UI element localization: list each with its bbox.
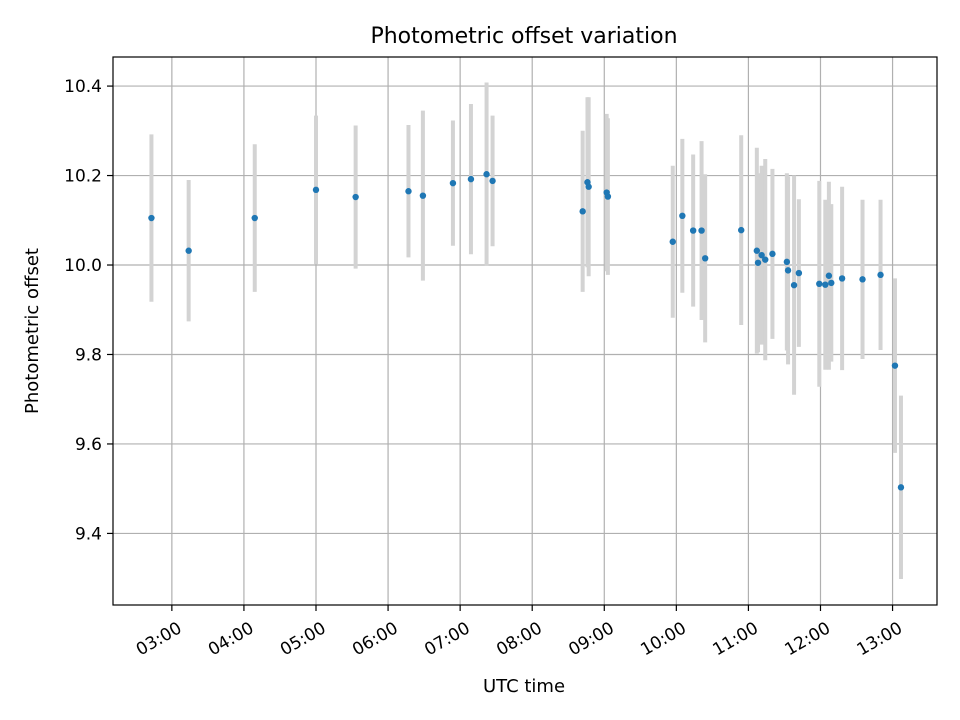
y-axis-label: Photometric offset [22, 248, 43, 414]
data-point [738, 226, 745, 234]
data-point [790, 281, 798, 289]
data-point [148, 214, 155, 222]
data-point [753, 247, 761, 254]
data-point [859, 276, 866, 283]
data-point [877, 271, 884, 279]
data-point [897, 484, 905, 491]
data-point [579, 208, 586, 215]
data-point [251, 214, 258, 222]
data-point [783, 258, 791, 266]
chart-title: Photometric offset variation [370, 24, 677, 49]
data-point [489, 177, 496, 185]
data-point [689, 227, 697, 234]
y-tick-label: 10.2 [64, 167, 102, 187]
data-points [148, 171, 905, 491]
data-point [669, 238, 676, 245]
data-point [758, 251, 765, 259]
data-point [698, 227, 705, 234]
data-point [769, 250, 776, 258]
data-point [891, 362, 899, 369]
data-point [483, 171, 490, 178]
data-point [762, 256, 769, 263]
y-tick-label: 10.0 [64, 256, 102, 276]
data-point [679, 212, 686, 220]
data-point [585, 183, 592, 190]
x-axis-label: UTC time [483, 676, 565, 697]
data-point [822, 281, 829, 288]
data-point [828, 279, 835, 287]
data-point [701, 255, 709, 262]
y-tick-label: 9.8 [75, 345, 102, 365]
data-point [754, 259, 762, 266]
data-point [312, 186, 320, 194]
data-point [405, 188, 412, 195]
data-point [604, 193, 612, 200]
data-point [795, 269, 803, 277]
data-point [825, 272, 833, 279]
data-point [449, 179, 457, 187]
data-point [467, 175, 475, 183]
y-tick-label: 9.6 [75, 435, 102, 455]
y-tick-label: 10.4 [64, 77, 102, 97]
data-point [784, 267, 792, 274]
data-point [816, 280, 823, 288]
data-point [352, 193, 359, 201]
y-axis-ticks: 9.4 9.6 9.8 10.0 10.2 10.4 [64, 77, 113, 544]
data-point [419, 192, 427, 199]
y-tick-label: 9.4 [75, 524, 102, 544]
data-point [185, 247, 192, 254]
plot-frame [112, 56, 938, 606]
grid [113, 57, 937, 605]
data-point [838, 275, 846, 282]
